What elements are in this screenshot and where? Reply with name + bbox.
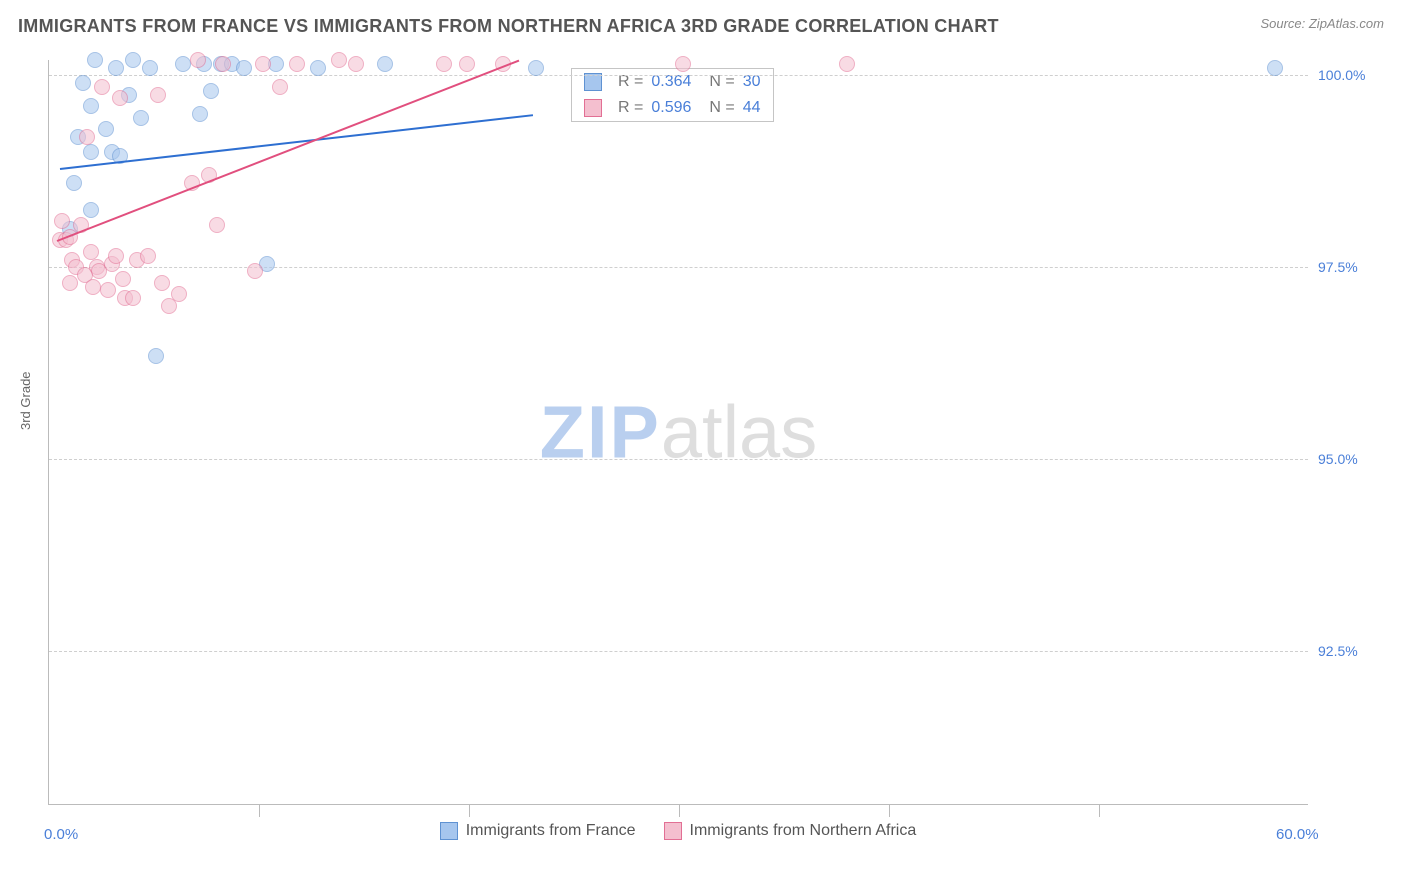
data-point-nafrica — [62, 275, 78, 291]
data-point-nafrica — [190, 52, 206, 68]
data-point-france — [236, 60, 252, 76]
y-tick-label: 92.5% — [1318, 643, 1358, 659]
y-tick-label: 100.0% — [1318, 67, 1365, 83]
n-label: N = — [709, 99, 734, 117]
data-point-nafrica — [150, 87, 166, 103]
bottom-legend-item-nafrica: Immigrants from Northern Africa — [664, 822, 917, 840]
y-tick-label: 97.5% — [1318, 259, 1358, 275]
data-point-nafrica — [115, 271, 131, 287]
data-point-nafrica — [289, 56, 305, 72]
scatter-chart: 3rd Grade ZIPatlas R = 0.364N = 30R = 0.… — [48, 60, 1368, 805]
data-point-france — [83, 144, 99, 160]
source-name: ZipAtlas.com — [1309, 16, 1384, 31]
legend-swatch — [584, 99, 602, 117]
data-point-nafrica — [108, 248, 124, 264]
x-tick — [889, 805, 890, 817]
data-point-france — [98, 121, 114, 137]
data-point-france — [125, 52, 141, 68]
data-point-nafrica — [209, 217, 225, 233]
legend-row-france: R = 0.364N = 30 — [572, 69, 773, 95]
data-point-nafrica — [348, 56, 364, 72]
watermark-atlas: atlas — [661, 391, 817, 474]
data-point-france — [1267, 60, 1283, 76]
data-point-france — [310, 60, 326, 76]
legend-row-nafrica: R = 0.596 N = 44 — [572, 95, 773, 121]
y-axis-title: 3rd Grade — [18, 371, 33, 430]
data-point-france — [133, 110, 149, 126]
data-point-nafrica — [79, 129, 95, 145]
data-point-nafrica — [459, 56, 475, 72]
x-tick — [259, 805, 260, 817]
data-point-france — [75, 75, 91, 91]
data-point-france — [192, 106, 208, 122]
data-point-france — [66, 175, 82, 191]
data-point-nafrica — [154, 275, 170, 291]
data-point-nafrica — [675, 56, 691, 72]
data-point-france — [142, 60, 158, 76]
watermark: ZIPatlas — [540, 390, 817, 475]
grid-line — [49, 75, 1308, 76]
x-tick — [469, 805, 470, 817]
data-point-france — [148, 348, 164, 364]
data-point-nafrica — [94, 79, 110, 95]
data-point-france — [175, 56, 191, 72]
plot-area: ZIPatlas R = 0.364N = 30 R = 0.596 N = 44 — [48, 60, 1308, 805]
data-point-nafrica — [436, 56, 452, 72]
data-point-nafrica — [83, 244, 99, 260]
data-point-nafrica — [215, 56, 231, 72]
source-credit: Source: ZipAtlas.com — [1260, 16, 1384, 31]
page-title: IMMIGRANTS FROM FRANCE VS IMMIGRANTS FRO… — [18, 16, 999, 37]
data-point-france — [83, 202, 99, 218]
data-point-france — [108, 60, 124, 76]
data-point-nafrica — [85, 279, 101, 295]
data-point-nafrica — [331, 52, 347, 68]
y-tick-label: 95.0% — [1318, 451, 1358, 467]
data-point-nafrica — [54, 213, 70, 229]
data-point-nafrica — [140, 248, 156, 264]
data-point-france — [203, 83, 219, 99]
data-point-france — [87, 52, 103, 68]
x-tick — [679, 805, 680, 817]
data-point-nafrica — [171, 286, 187, 302]
legend-swatch — [664, 822, 682, 840]
data-point-nafrica — [112, 90, 128, 106]
grid-line — [49, 267, 1308, 268]
legend-swatch — [440, 822, 458, 840]
data-point-nafrica — [839, 56, 855, 72]
data-point-nafrica — [247, 263, 263, 279]
legend-label: Immigrants from France — [466, 822, 636, 840]
data-point-nafrica — [100, 282, 116, 298]
data-point-nafrica — [125, 290, 141, 306]
data-point-france — [377, 56, 393, 72]
data-point-nafrica — [255, 56, 271, 72]
r-label: R = — [618, 99, 643, 117]
grid-line — [49, 651, 1308, 652]
data-point-nafrica — [272, 79, 288, 95]
watermark-zip: ZIP — [540, 391, 661, 474]
series-legend: Immigrants from France Immigrants from No… — [48, 822, 1308, 845]
source-prefix: Source: — [1260, 16, 1308, 31]
x-tick — [1099, 805, 1100, 817]
data-point-france — [528, 60, 544, 76]
r-value: 0.596 — [651, 99, 691, 117]
legend-label: Immigrants from Northern Africa — [690, 822, 917, 840]
bottom-legend-item-france: Immigrants from France — [440, 822, 636, 840]
data-point-france — [83, 98, 99, 114]
n-value: 44 — [743, 99, 761, 117]
trend-line-france — [59, 114, 532, 170]
grid-line — [49, 459, 1308, 460]
